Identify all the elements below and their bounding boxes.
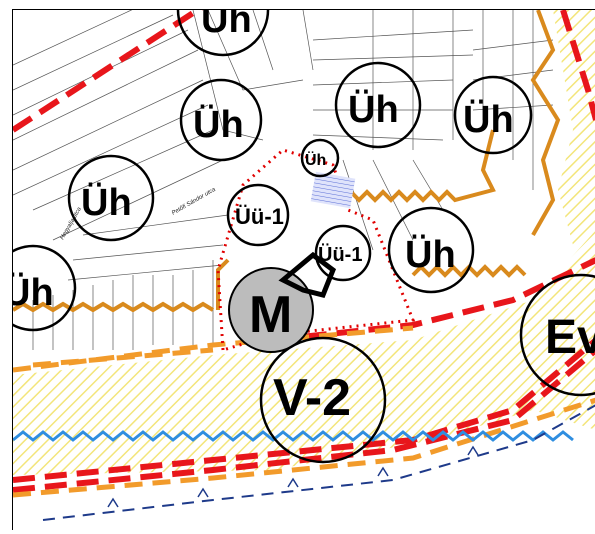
label-uu1-right: Üü-1 [318,243,362,266]
label-uh-left: Üh [81,181,132,224]
circle-uh-top [176,10,270,57]
right-band [553,10,595,245]
hatched-area [310,171,356,209]
m-area [228,267,314,353]
circle-uh-right [453,75,533,155]
street-label-1: Petőfi Sándor utca [171,187,217,217]
circle-ev [519,273,595,397]
label-uh-right: Üh [463,98,514,141]
building-outline [278,251,337,298]
label-uh-top: Üh [201,10,252,41]
label-m: M [249,286,292,344]
circle-uh-far-left [13,244,77,332]
circle-uh-center [334,61,422,149]
water-line [13,430,574,442]
label-uh-lower-right: Üh [405,233,456,276]
map-svg: Petőfi Sándor utca Hegyalja utca Üh Üh Ü… [13,10,595,521]
canal-arrow-icons [107,445,479,508]
label-uh-small: Üh [305,150,326,169]
circle-v2 [259,336,387,464]
circle-uu1-right [314,224,372,282]
label-ev: Ev [545,311,595,364]
label-uh-far-left: Üh [13,271,54,314]
circle-uh-small [300,138,340,178]
orange-boundary [13,10,561,313]
orange-dashed-lines [13,325,595,498]
road-band [13,231,595,475]
frame-top-border [12,9,595,10]
label-uh-mid-left: Üh [193,103,244,146]
canal-dashed-line [42,404,595,521]
circle-uh-mid-left [179,78,263,162]
label-v2: V-2 [273,369,351,427]
circle-uh-left [67,154,155,242]
dotted-red-zone [216,148,416,352]
circle-uh-lower-right [387,206,475,294]
label-uh-center: Üh [348,88,399,131]
orange-boundary-center [341,129,496,203]
map-canvas[interactable]: Petőfi Sándor utca Hegyalja utca Üh Üh Ü… [12,10,595,530]
label-uu1-left: Üü-1 [235,204,284,229]
circle-uu1-left [226,183,290,247]
